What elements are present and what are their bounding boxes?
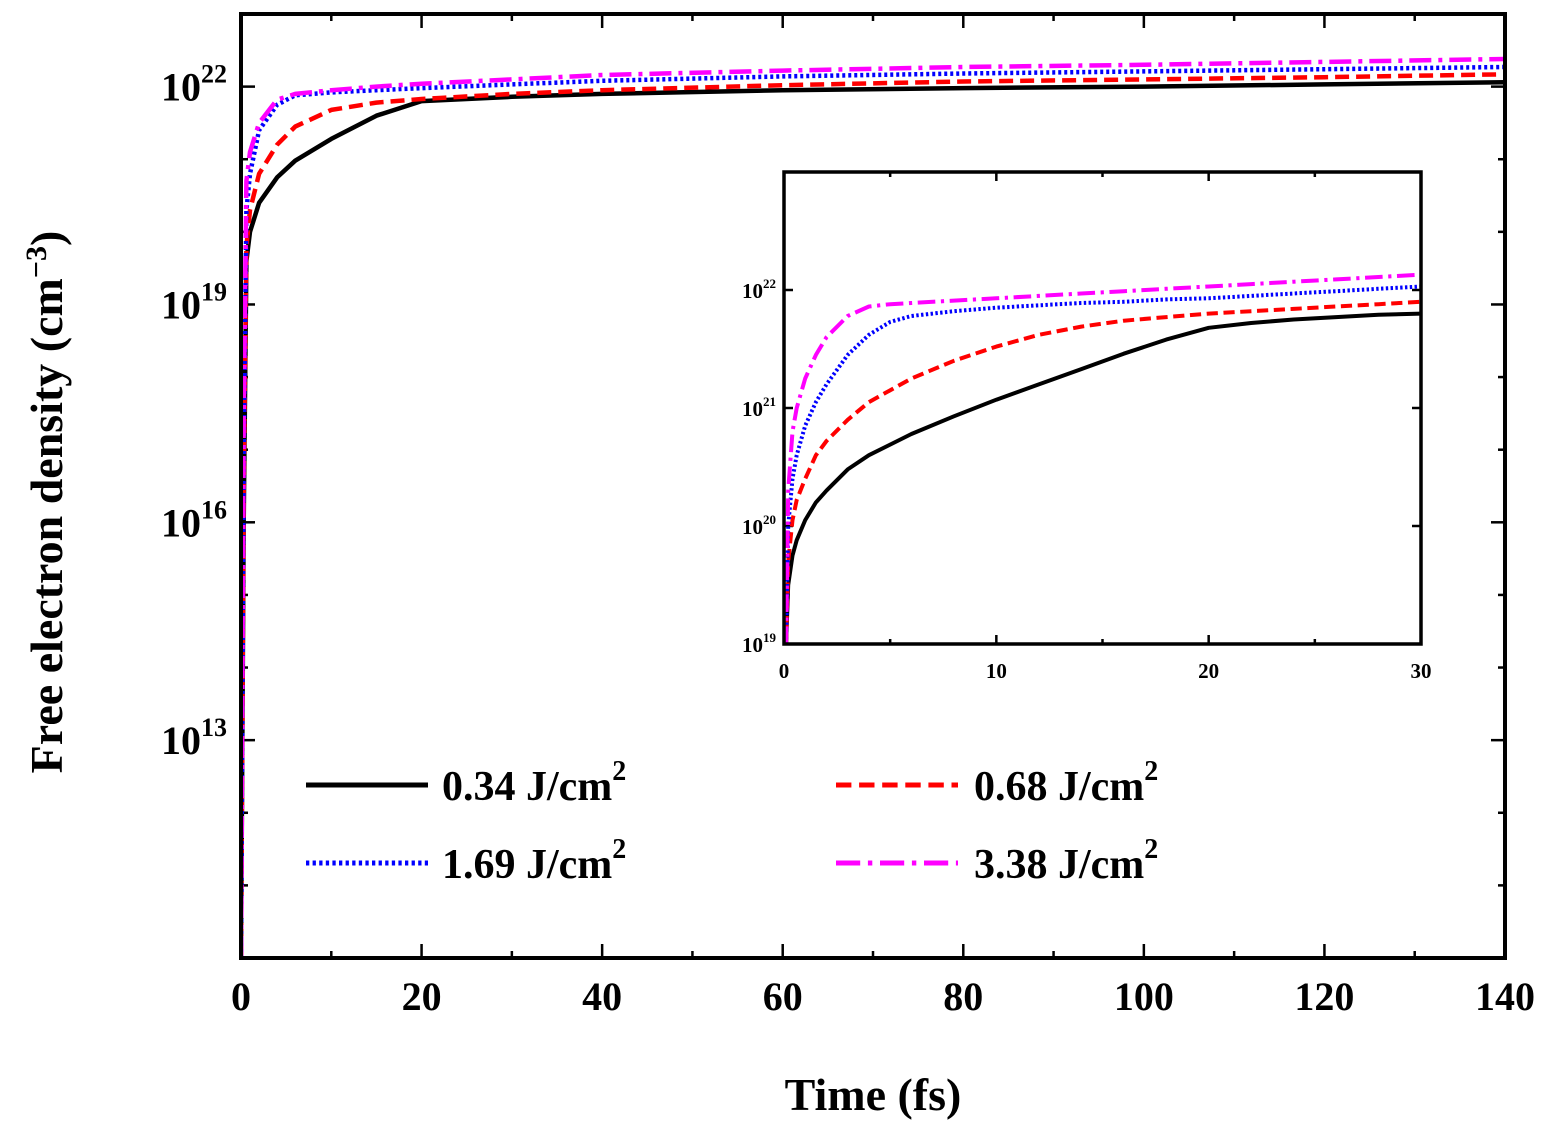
legend-label-sup: 2: [612, 834, 626, 865]
main-x-tick-label: 60: [763, 974, 803, 1019]
inset-y-tick-label-exponent: 21: [763, 394, 776, 409]
legend-label-3: 1.69 J/cm2: [442, 834, 626, 888]
inset-axis-ticks: [782, 170, 1423, 646]
inset-y-tick-label-exponent: 20: [763, 512, 776, 527]
legend-label-text: 0.34 J/cm: [442, 764, 612, 810]
legend-label-text: 0.68 J/cm: [974, 764, 1144, 810]
main-y-tick-label-base: 10: [161, 65, 201, 110]
inset-y-tick-label-base: 10: [742, 633, 763, 657]
inset-series-line-1: [784, 311, 1421, 644]
main-y-tick-label-exponent: 19: [201, 277, 227, 306]
inset-plot-frame: [782, 170, 1423, 646]
inset-y-tick-label: 1022: [742, 276, 776, 303]
main-x-tick-label: 100: [1114, 974, 1174, 1019]
y-axis-title-close: ): [21, 231, 72, 246]
legend-label-1: 0.34 J/cm2: [442, 756, 626, 810]
main-y-tick-label-exponent: 16: [201, 495, 227, 524]
inset-y-tick-label-exponent: 22: [763, 276, 776, 291]
inset-x-tick-label: 0: [779, 659, 790, 683]
main-y-tick-label: 1016: [161, 495, 227, 545]
legend-label-sup: 2: [1144, 756, 1158, 787]
main-y-tick-label: 1019: [161, 277, 227, 327]
inset-y-tick-label-base: 10: [742, 397, 763, 421]
main-plot-frame: [239, 12, 1507, 960]
inset-series-group: [784, 272, 1421, 644]
main-y-tick-label-exponent: 13: [201, 713, 227, 742]
inset-series-line-2: [784, 299, 1421, 644]
y-axis-title-sup: −3: [20, 246, 53, 278]
main-x-tick-label: 80: [943, 974, 983, 1019]
main-x-tick-label: 0: [231, 974, 251, 1019]
main-series-line-3: [241, 64, 1505, 958]
legend-label-sup: 2: [612, 756, 626, 787]
main-x-tick-label: 40: [582, 974, 622, 1019]
main-series-line-2: [241, 72, 1505, 958]
main-x-tick-label: 140: [1475, 974, 1535, 1019]
inset-y-tick-label: 1020: [742, 512, 776, 539]
inset-y-tick-label-base: 10: [742, 279, 763, 303]
legend-label-2: 0.68 J/cm2: [974, 756, 1158, 810]
main-series-line-1: [241, 80, 1505, 958]
main-y-tick-label-base: 10: [161, 282, 201, 327]
main-x-tick-label: 120: [1294, 974, 1354, 1019]
main-series-line-4: [241, 56, 1505, 958]
inset-y-tick-label-base: 10: [742, 515, 763, 539]
inset-series-line-4: [784, 272, 1421, 644]
inset-x-tick-label: 10: [986, 659, 1007, 683]
inset-y-tick-label-exponent: 19: [763, 630, 777, 645]
main-x-tick-label: 20: [402, 974, 442, 1019]
main-y-tick-label-exponent: 22: [201, 60, 227, 89]
inset-x-tick-labels: 0 10 20 30: [779, 659, 1432, 683]
legend-label-4: 3.38 J/cm2: [974, 834, 1158, 888]
main-y-tick-label-base: 10: [161, 500, 201, 545]
main-axis-ticks: [239, 12, 1507, 960]
y-axis-title-text: Free electron density (cm: [21, 278, 72, 773]
inset-y-tick-label: 1021: [742, 394, 776, 421]
main-y-tick-label: 1022: [161, 60, 227, 110]
inset-x-tick-label: 20: [1198, 659, 1219, 683]
legend-label-text: 1.69 J/cm: [442, 842, 612, 888]
main-y-tick-label: 1013: [161, 713, 227, 763]
legend-label-sup: 2: [1144, 834, 1158, 865]
y-axis-title: Free electron density (cm−3): [20, 231, 72, 774]
main-y-tick-label-base: 10: [161, 718, 201, 763]
x-axis-title: Time (fs): [785, 1069, 962, 1120]
inset-x-tick-label: 30: [1411, 659, 1432, 683]
inset-y-tick-label: 1019: [742, 630, 777, 657]
main-series-group: [241, 56, 1505, 958]
main-x-tick-labels: 0 20 40 60 80 100 120 140: [231, 974, 1535, 1019]
inset-series-line-3: [784, 284, 1421, 644]
legend-label-text: 3.38 J/cm: [974, 842, 1144, 888]
